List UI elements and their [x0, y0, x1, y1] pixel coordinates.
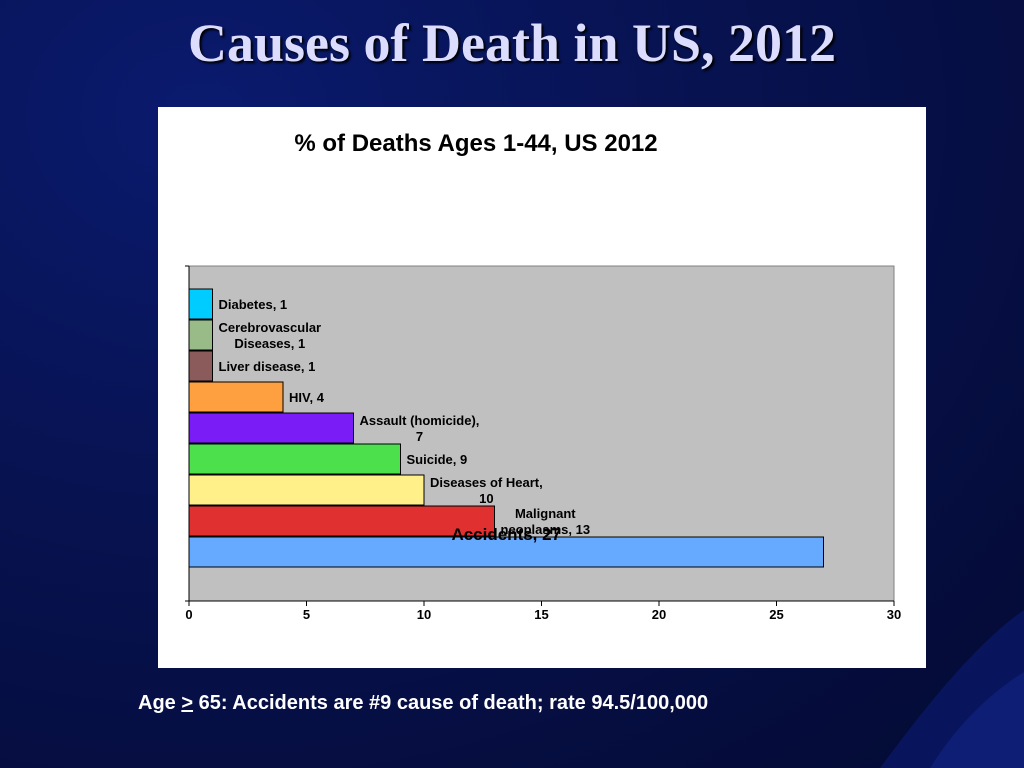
bar: [188, 412, 354, 444]
bar: [188, 505, 495, 537]
bar-data-label-line: HIV, 4: [289, 390, 325, 405]
bar-data-label-line: Liver disease, 1: [219, 359, 316, 374]
bar: [188, 350, 213, 382]
bar-data-label: Cerebrovascular Diseases, 1: [219, 320, 322, 351]
x-tick-label: 5: [303, 607, 310, 622]
bar-data-label: Suicide, 9: [407, 452, 468, 467]
slide-title: Causes of Death in US, 2012: [187, 13, 837, 73]
bar-data-label-line: Malignant: [515, 506, 576, 521]
bar-data-label: Assault (homicide), 7: [360, 413, 480, 444]
bar: [188, 443, 401, 475]
chart-panel: % of Deaths Ages 1-44, US 2012 0 5 10 15 20 25…: [158, 107, 926, 668]
bar-data-label-line: 7: [416, 429, 423, 444]
bar-data-label: HIV, 4: [289, 390, 325, 405]
bar: [188, 536, 824, 568]
bar-data-label: Diseases of Heart, 10: [430, 475, 543, 506]
x-tick-label: 25: [769, 607, 783, 622]
footnote-prefix: Age: [138, 692, 182, 714]
chart-title: % of Deaths Ages 1-44, US 2012: [294, 130, 657, 157]
bar-data-label-line: Suicide, 9: [407, 452, 468, 467]
bar-data-label: Liver disease, 1: [219, 359, 316, 374]
bar: [188, 381, 284, 413]
bar: [188, 319, 213, 351]
x-tick-label: 30: [887, 607, 901, 622]
bar-data-label-line: Diseases of Heart,: [430, 475, 543, 490]
bar: [188, 288, 213, 320]
bar-data-label-line: Assault (homicide),: [360, 413, 480, 428]
bar-data-label-line: Diabetes, 1: [219, 297, 288, 312]
bar-data-label-line: neoplasms, 13: [501, 522, 591, 537]
footnote: Age > 65: Accidents are #9 cause of deat…: [138, 692, 938, 715]
x-tick-label: 20: [652, 607, 666, 622]
x-tick-label: 0: [185, 607, 192, 622]
bar-data-label-line: Accidents, 27: [451, 525, 561, 544]
bar-chart: % of Deaths Ages 1-44, US 2012 0 5 10 15 20 25…: [185, 130, 901, 622]
bar: [188, 474, 425, 506]
bar-data-label: Diabetes, 1: [219, 297, 288, 312]
footnote-symbol: >: [181, 692, 194, 714]
bar-data-label-line: Diseases, 1: [234, 336, 305, 351]
x-tick-label: 10: [417, 607, 431, 622]
x-tick-label: 15: [534, 607, 548, 622]
bar-data-label-line: 10: [479, 491, 493, 506]
bar-data-label-line: Cerebrovascular: [219, 320, 322, 335]
footnote-text: 65: Accidents are #9 cause of death; rat…: [193, 692, 709, 714]
bar-data-label: Accidents, 27: [451, 525, 561, 544]
bar-data-label: Malignant neoplasms, 13: [501, 506, 591, 537]
